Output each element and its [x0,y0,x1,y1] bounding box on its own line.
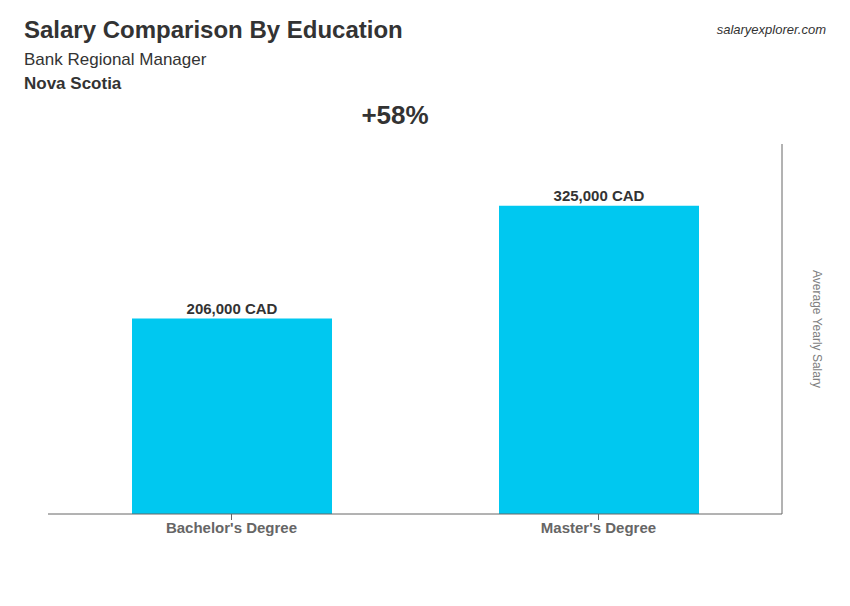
html-text:Bank Regional Manager: Bank Regional Manager [24,50,207,69]
html-text:Salary Comparison By Education: Salary Comparison By Education [24,16,403,43]
svg-text:206,000 CAD: 206,000 CAD [187,300,278,317]
svg-text:325,000 CAD: 325,000 CAD [554,187,645,204]
svg-text:Average Yearly Salary: Average Yearly Salary [810,270,824,388]
svg-text:Master's Degree: Master's Degree [541,519,656,536]
html-text:Nova Scotia: Nova Scotia [24,74,122,93]
html-text:salaryexplorer.com: salaryexplorer.com [716,22,826,37]
html-text:+58%: +58% [361,100,429,130]
svg-text:Bachelor's Degree: Bachelor's Degree [166,519,297,536]
